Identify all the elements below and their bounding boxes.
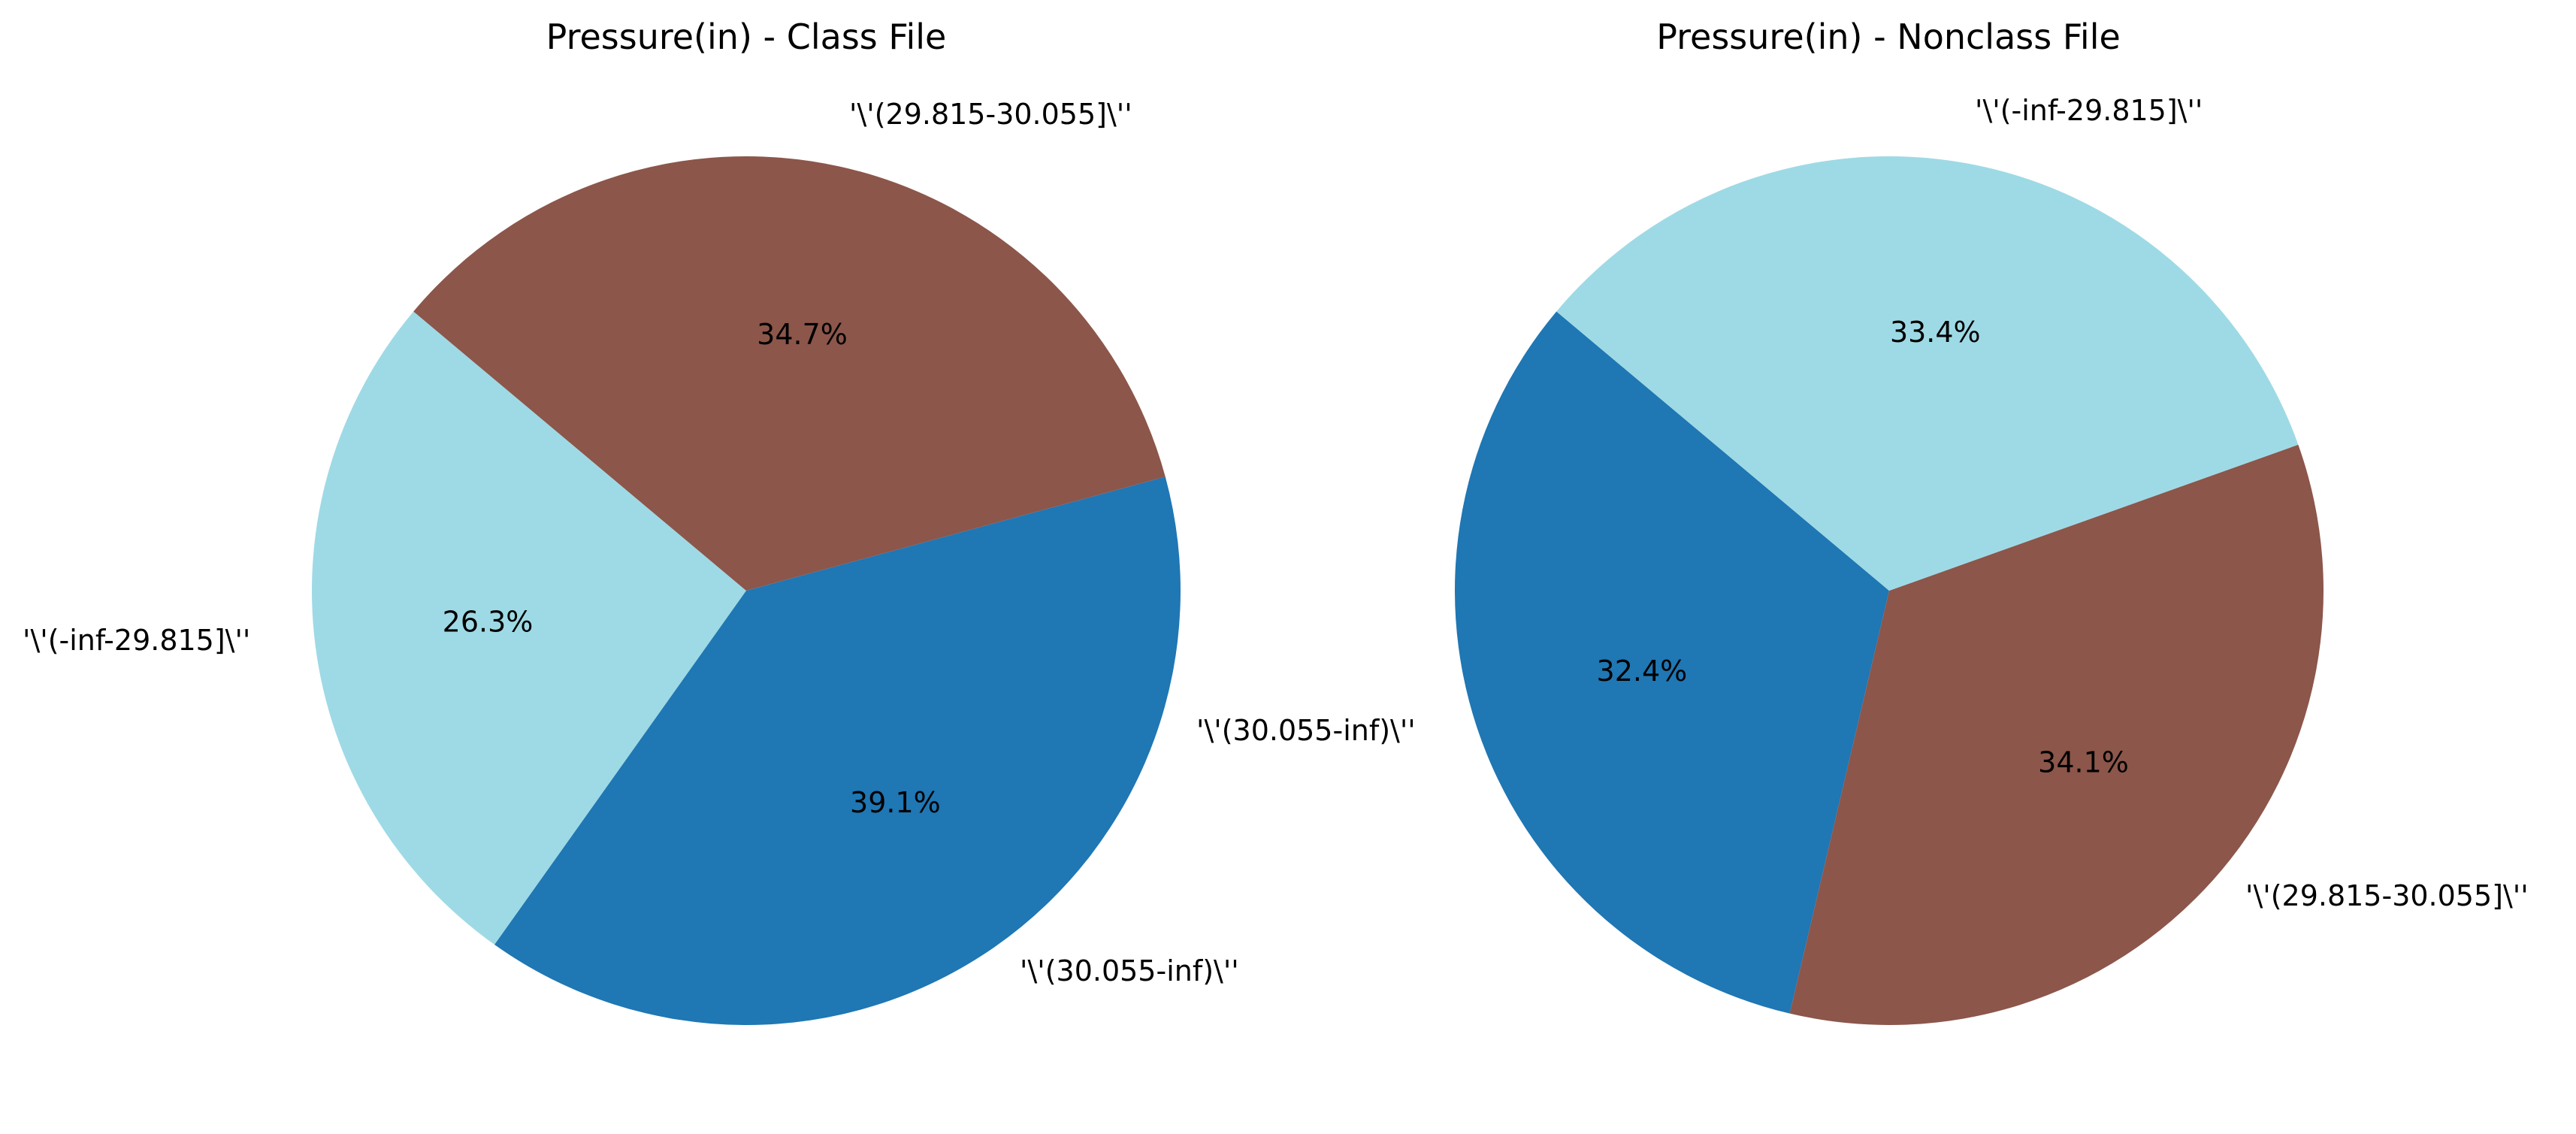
pie-percent-label: 34.7% [757,318,848,351]
pie-category-label: '\'(29.815-30.055]\'' [849,98,1132,131]
pie-slice-inf-29-815 [1556,156,2299,591]
pie-category-labels: '\'(29.815-30.055]\'' '\'(-inf-29.815]\'' [1975,94,2529,912]
pie-slice-30-055-inf [494,476,1181,1026]
pie-slice-29-815-30-055 [1789,444,2324,1025]
pie-slice-unlabeled-0 [1455,311,1889,1014]
pie-category-label: '\'(-inf-29.815]\'' [23,624,250,657]
pie-slices [1455,156,2324,1025]
chart-title: Pressure(in) - Class File [546,17,947,57]
pie-percent-label: 32.4% [1597,655,1688,688]
pie-category-label: '\'(-inf-29.815]\'' [1975,94,2203,127]
pie-percent-label: 39.1% [850,786,941,819]
pie-percent-labels: 26.3% 39.1% 34.7% [443,318,941,819]
pie-category-labels: '\'(-inf-29.815]\'' '\'(30.055-inf)\'' '\'… [23,98,1416,987]
pie-slices [312,156,1181,1026]
pie-percent-labels: 32.4% 34.1% 33.4% [1597,316,2129,779]
pie-slice-29-815-30-055 [413,156,1166,591]
pie-percent-label: 33.4% [1890,316,1981,349]
pie-category-label: '\'(30.055-inf)\'' [1020,954,1239,987]
pie-category-label: '\'(29.815-30.055]\'' [2245,879,2529,912]
pie-chart-class-file: Pressure(in) - Class File 26.3% 39.1% 34.7… [23,17,1416,1026]
chart-title: Pressure(in) - Nonclass File [1656,17,2121,57]
pie-percent-label: 26.3% [443,606,534,639]
pie-category-label: '\'(30.055-inf)\'' [1196,714,1416,747]
pie-percent-label: 34.1% [2038,746,2129,779]
pie-chart-nonclass-file: Pressure(in) - Nonclass File 32.4%34.1%3… [1455,17,2529,1025]
pie-slice-inf-29-815 [312,311,746,945]
